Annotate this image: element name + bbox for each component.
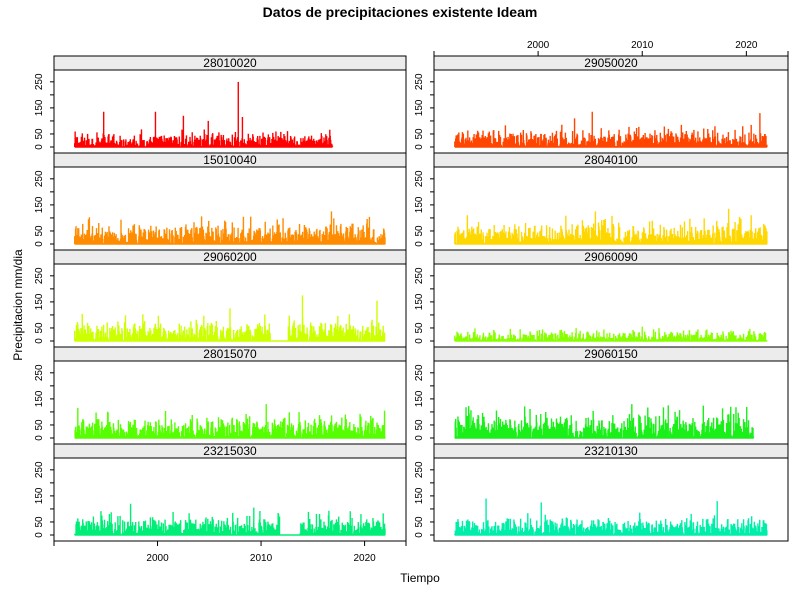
y-tick-label-28015070-150: 150	[34, 390, 45, 407]
x-axis-title: Tiempo	[400, 571, 440, 585]
y-tick-label-29060090-150: 150	[414, 293, 425, 310]
y-tick-label-23210130-250: 250	[414, 461, 425, 478]
y-tick-label-23210130-50: 50	[414, 516, 425, 528]
y-tick-label-15010040-50: 50	[34, 225, 45, 237]
panel-29060150: 29060150 0 50 150 250	[414, 346, 789, 445]
y-tick-label-29050020-0: 0	[414, 144, 425, 150]
y-tick-label-23215030-50: 50	[34, 516, 45, 528]
x-axis-bottom: 2000 2010 2020	[53, 540, 407, 564]
y-tick-label-28010020-150: 150	[34, 99, 45, 116]
bars-23215030	[74, 503, 386, 536]
bars-23210130	[454, 498, 768, 536]
x-tick-label-bottom-2010: 2010	[250, 553, 273, 564]
y-tick-label-29060090-0: 0	[414, 338, 425, 344]
bars-29060200	[74, 295, 386, 342]
bars-29060150	[454, 404, 755, 439]
strip-label-29060200: 29060200	[203, 250, 257, 264]
strip-label-28010020: 28010020	[203, 56, 257, 70]
y-tick-label-29060200-50: 50	[34, 322, 45, 334]
y-tick-label-29060090-50: 50	[414, 322, 425, 334]
y-tick-label-28040100-250: 250	[414, 170, 425, 187]
y-tick-label-15010040-250: 250	[34, 170, 45, 187]
y-tick-label-29060150-250: 250	[414, 364, 425, 381]
bars-28010020	[74, 81, 334, 148]
x-tick-label-top-2010: 2010	[631, 40, 654, 51]
panel-29050020: 29050020 0 50 150 250	[414, 55, 789, 154]
chart-title: Datos de precipitaciones existente Ideam	[263, 4, 538, 20]
strip-label-23210130: 23210130	[584, 444, 638, 458]
bars-29060090	[454, 326, 768, 342]
panel-28010020: 28010020 0 50 150 250	[34, 55, 407, 154]
strip-label-29060150: 29060150	[584, 347, 638, 361]
y-tick-label-28015070-250: 250	[34, 364, 45, 381]
y-tick-label-29050020-250: 250	[414, 73, 425, 90]
y-tick-label-23215030-0: 0	[34, 532, 45, 538]
y-tick-label-29050020-50: 50	[414, 128, 425, 140]
y-tick-label-28040100-0: 0	[414, 241, 425, 247]
x-tick-label-top-2000: 2000	[527, 40, 550, 51]
y-tick-label-23215030-150: 150	[34, 487, 45, 504]
y-tick-label-28040100-50: 50	[414, 225, 425, 237]
bars-28040100	[454, 208, 768, 245]
panel-frame-29060090	[433, 263, 789, 348]
y-tick-label-29060090-250: 250	[414, 267, 425, 284]
y-axis-title: Precipitacion mm/dia	[11, 249, 25, 361]
x-tick-label-top-2020: 2020	[735, 40, 758, 51]
panel-23210130: 23210130 0 50 150 250	[414, 443, 789, 542]
strip-label-28040100: 28040100	[584, 153, 638, 167]
x-axis-top: 2000 2010 2020	[433, 40, 789, 57]
y-tick-label-28010020-50: 50	[34, 128, 45, 140]
y-tick-label-28040100-150: 150	[414, 196, 425, 213]
bars-29050020	[454, 111, 768, 148]
y-tick-label-23215030-250: 250	[34, 461, 45, 478]
y-tick-label-29050020-150: 150	[414, 99, 425, 116]
bars-15010040	[74, 211, 386, 245]
x-tick-label-bottom-2000: 2000	[146, 553, 169, 564]
y-tick-label-28010020-250: 250	[34, 73, 45, 90]
strip-label-29060090: 29060090	[584, 250, 638, 264]
y-tick-label-29060200-0: 0	[34, 338, 45, 344]
y-tick-label-23210130-0: 0	[414, 532, 425, 538]
y-tick-label-15010040-0: 0	[34, 241, 45, 247]
panel-28015070: 28015070 0 50 150 250	[34, 346, 407, 445]
panel-frame-28010020	[53, 69, 407, 154]
y-tick-label-29060200-250: 250	[34, 267, 45, 284]
y-tick-label-29060200-150: 150	[34, 293, 45, 310]
y-tick-label-29060150-0: 0	[414, 435, 425, 441]
y-tick-label-28015070-50: 50	[34, 419, 45, 431]
y-tick-label-28010020-0: 0	[34, 144, 45, 150]
strip-label-23215030: 23215030	[203, 444, 257, 458]
panel-29060090: 29060090 0 50 150 250	[414, 249, 789, 348]
panel-29060200: 29060200 0 50 150 250	[34, 249, 407, 348]
bars-28015070	[74, 404, 386, 439]
y-tick-label-29060150-150: 150	[414, 390, 425, 407]
strip-label-15010040: 15010040	[203, 153, 257, 167]
y-tick-label-23210130-150: 150	[414, 487, 425, 504]
panel-28040100: 28040100 0 50 150 250	[414, 152, 789, 251]
y-tick-label-15010040-150: 150	[34, 196, 45, 213]
panel-frame-23210130	[433, 457, 789, 542]
panel-23215030: 23215030 0 50 150 250	[34, 443, 407, 542]
strip-label-29050020: 29050020	[584, 56, 638, 70]
y-tick-label-29060150-50: 50	[414, 419, 425, 431]
panel-15010040: 15010040 0 50 150 250	[34, 152, 407, 251]
x-tick-label-bottom-2020: 2020	[353, 553, 376, 564]
y-tick-label-28015070-0: 0	[34, 435, 45, 441]
panels-group: 2801002005015025029050020050150250150100…	[34, 40, 789, 564]
strip-label-28015070: 28015070	[203, 347, 257, 361]
